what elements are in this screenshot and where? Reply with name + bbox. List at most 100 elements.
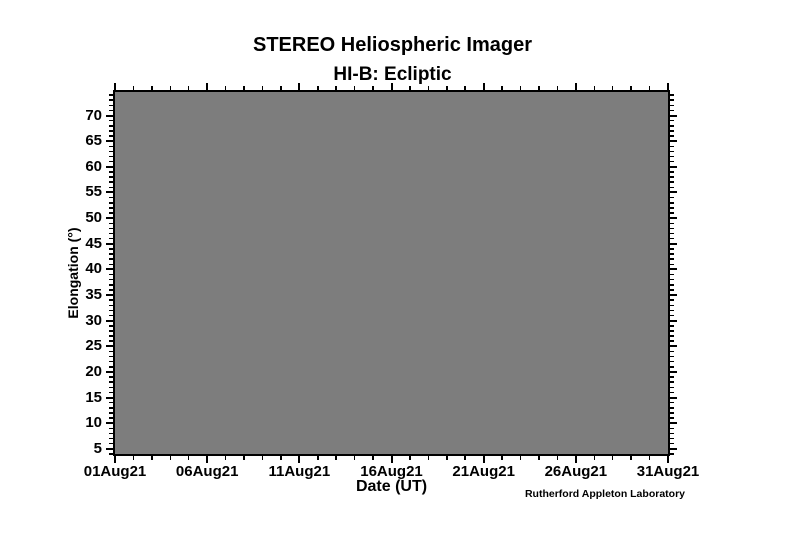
x-minor-tick (611, 86, 614, 90)
x-minor-tick (353, 86, 356, 90)
x-minor-tick (593, 456, 596, 460)
x-minor-tick (169, 86, 172, 90)
y-minor-tick (109, 391, 113, 394)
y-minor-tick (109, 99, 113, 101)
y-tick-label: 65 (85, 132, 102, 150)
y-minor-tick (109, 325, 113, 327)
y-minor-tick (109, 340, 113, 342)
x-minor-tick (446, 86, 448, 90)
y-major-tick (106, 447, 113, 450)
y-tick-label: 70 (85, 106, 102, 124)
y-minor-tick (109, 232, 113, 235)
y-minor-tick (670, 212, 674, 214)
y-minor-tick (109, 289, 113, 291)
x-minor-tick (317, 456, 319, 460)
y-minor-tick (109, 355, 113, 358)
y-minor-tick (670, 145, 674, 148)
x-major-tick (667, 456, 669, 463)
y-tick-label: 40 (85, 260, 102, 278)
y-minor-tick (670, 171, 674, 173)
x-major-tick (667, 83, 669, 90)
y-minor-tick (109, 222, 113, 224)
y-minor-tick (670, 401, 674, 404)
y-minor-tick (670, 222, 674, 224)
y-minor-tick (109, 360, 113, 363)
y-minor-tick (109, 278, 113, 281)
x-minor-tick (538, 456, 540, 460)
y-major-tick (670, 217, 677, 220)
y-minor-tick (670, 181, 674, 183)
chart-subtitle: HI-B: Ecliptic (333, 64, 452, 85)
x-minor-tick (187, 456, 190, 460)
y-minor-tick (670, 186, 674, 189)
y-minor-tick (109, 196, 113, 199)
x-minor-tick (409, 86, 411, 90)
x-minor-tick (224, 456, 227, 460)
y-minor-tick (109, 248, 113, 250)
y-minor-tick (109, 330, 113, 332)
y-tick-label: 10 (85, 414, 102, 432)
y-minor-tick (670, 160, 674, 163)
y-minor-tick (670, 350, 674, 353)
y-major-tick (670, 140, 677, 143)
chart-title: STEREO Heliospheric Imager (253, 34, 532, 56)
y-minor-tick (109, 432, 113, 435)
y-minor-tick (109, 453, 113, 455)
y-minor-tick (670, 99, 674, 101)
x-minor-tick (132, 86, 135, 90)
x-major-tick (206, 456, 209, 463)
y-major-tick (670, 447, 677, 450)
x-minor-tick (335, 456, 337, 460)
x-minor-tick (280, 456, 282, 460)
x-minor-tick (280, 86, 282, 90)
y-major-tick (106, 268, 113, 271)
x-minor-tick (372, 86, 374, 90)
y-major-tick (670, 422, 677, 425)
y-minor-tick (109, 381, 113, 383)
x-minor-tick (538, 86, 540, 90)
y-major-tick (670, 114, 677, 117)
y-minor-tick (670, 412, 674, 414)
x-minor-tick (132, 456, 135, 460)
y-minor-tick (670, 237, 674, 240)
y-minor-tick (670, 314, 674, 317)
y-tick-label: 5 (93, 439, 102, 457)
x-tick-label: 31Aug21 (636, 463, 700, 480)
y-minor-tick (109, 417, 113, 419)
x-major-tick (574, 456, 577, 463)
y-minor-tick (670, 176, 674, 178)
y-minor-tick (109, 442, 113, 445)
y-major-tick (670, 370, 677, 373)
y-minor-tick (670, 289, 674, 291)
y-minor-tick (670, 427, 674, 430)
y-minor-tick (670, 299, 674, 301)
y-minor-tick (109, 212, 113, 214)
y-minor-tick (109, 437, 113, 440)
y-major-tick (670, 319, 677, 322)
x-major-tick (298, 456, 301, 463)
y-major-tick (106, 294, 113, 297)
y-minor-tick (670, 381, 674, 383)
x-minor-tick (261, 456, 264, 460)
y-major-tick (670, 268, 677, 271)
x-minor-tick (464, 86, 466, 90)
x-major-tick (482, 83, 485, 90)
y-minor-tick (670, 94, 674, 96)
y-minor-tick (670, 135, 674, 137)
y-tick-label: 20 (85, 362, 102, 380)
x-major-tick (298, 83, 301, 90)
x-minor-tick (501, 456, 503, 460)
y-major-tick (670, 242, 677, 245)
y-tick-label: 55 (85, 183, 102, 201)
y-tick-label: 35 (85, 286, 102, 304)
y-minor-tick (109, 94, 113, 96)
y-tick-label: 60 (85, 157, 102, 175)
y-minor-tick (109, 284, 113, 286)
x-tick-label: 01Aug21 (83, 463, 147, 480)
y-minor-tick (109, 401, 113, 404)
y-major-tick (106, 396, 113, 399)
y-minor-tick (670, 376, 674, 378)
y-minor-tick (670, 150, 674, 153)
y-major-tick (670, 191, 677, 194)
